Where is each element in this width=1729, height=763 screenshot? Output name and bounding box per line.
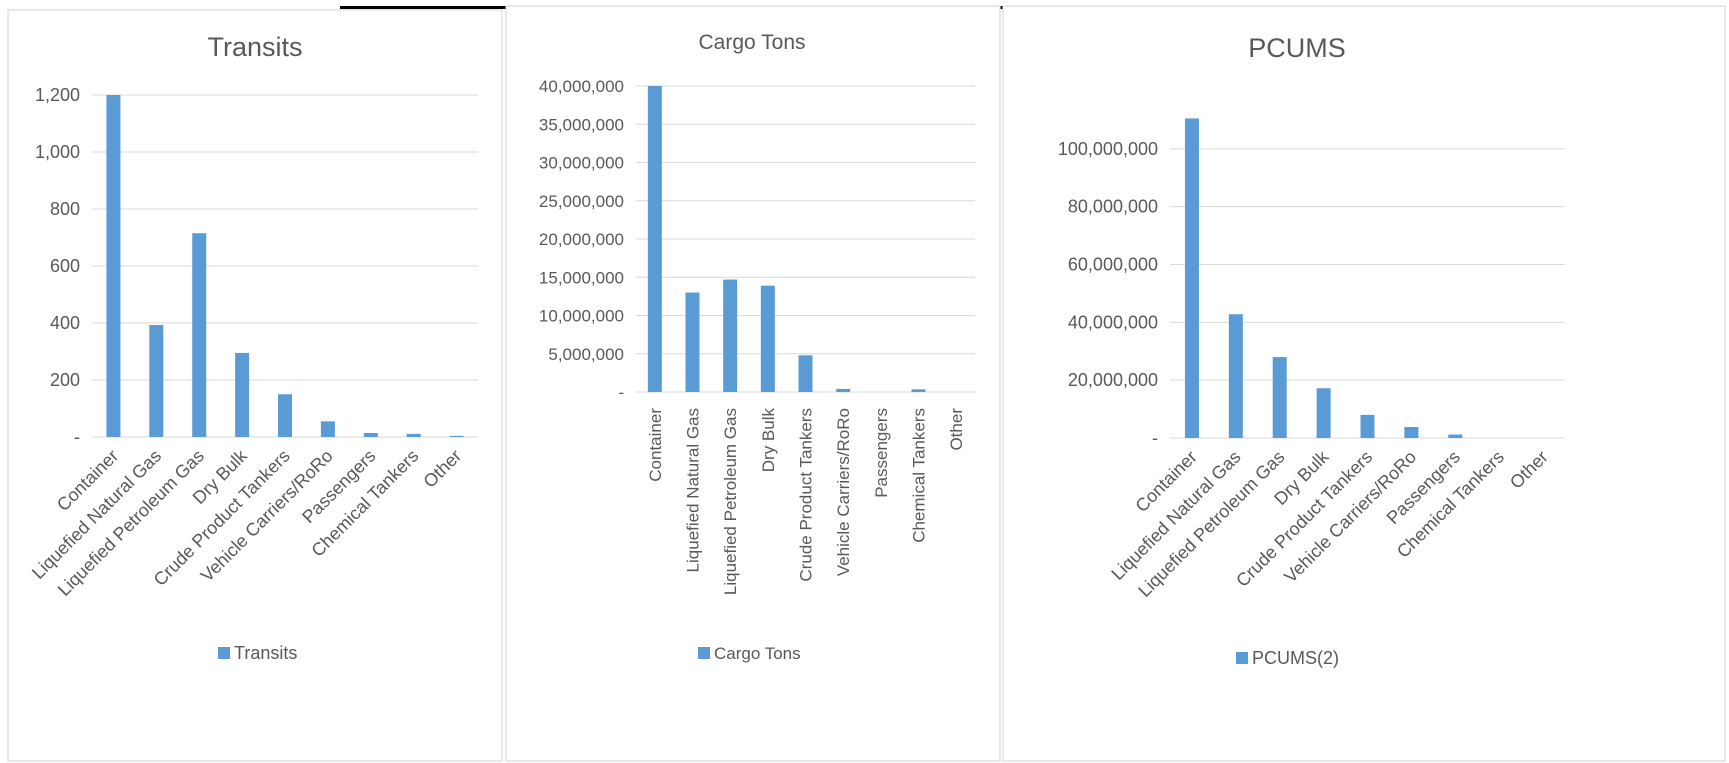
bar-dry-bulk: [235, 353, 249, 437]
bar-other: [450, 436, 464, 437]
y-tick-label: 1,000: [35, 142, 80, 162]
bar-vehicle-carriers-roro: [321, 421, 335, 437]
bar-liquefied-natural-gas: [686, 293, 700, 392]
y-tick-label: 400: [50, 313, 80, 333]
y-tick-label: -: [1152, 428, 1158, 448]
x-tick-label: Liquefied Petroleum Gas: [721, 408, 740, 595]
bar-liquefied-petroleum-gas: [1273, 357, 1287, 438]
bar-crude-product-tankers: [799, 355, 813, 392]
bar-dry-bulk: [761, 286, 775, 392]
y-tick-label: 800: [50, 199, 80, 219]
bar-container: [1185, 118, 1199, 438]
y-tick-label: 25,000,000: [539, 192, 624, 211]
legend-label: Cargo Tons: [714, 644, 801, 663]
y-tick-label: 100,000,000: [1058, 139, 1158, 159]
x-tick-label: Passengers: [872, 408, 891, 498]
bar-chemical-tankers: [912, 389, 926, 392]
x-tick-label: Dry Bulk: [759, 408, 778, 473]
legend-label: Transits: [234, 643, 297, 663]
y-tick-label: 60,000,000: [1068, 255, 1158, 275]
y-tick-label: 15,000,000: [539, 268, 624, 287]
chart-title: Cargo Tons: [698, 31, 805, 54]
x-tick-label: Other: [947, 408, 966, 451]
bar-dry-bulk: [1317, 388, 1331, 438]
y-tick-label: 200: [50, 370, 80, 390]
bar-passengers: [1448, 435, 1462, 438]
bar-container: [648, 86, 662, 392]
bar-crude-product-tankers: [1361, 415, 1375, 438]
chart-title: PCUMS: [1248, 33, 1346, 63]
bar-liquefied-natural-gas: [149, 325, 163, 437]
bar-vehicle-carriers-roro: [1404, 427, 1418, 438]
chart-cargo-tons: Cargo Tons - 5,000,000 10,000,000 15,000,000…: [506, 6, 1000, 761]
x-tick-label: Container: [646, 408, 665, 482]
bar-liquefied-natural-gas: [1229, 314, 1243, 438]
y-tick-label: 1,200: [35, 85, 80, 105]
y-tick-label: 80,000,000: [1068, 197, 1158, 217]
y-tick-label: 10,000,000: [539, 307, 624, 326]
y-tick-label: 40,000,000: [539, 77, 624, 96]
chart-title: Transits: [207, 32, 302, 62]
y-tick-label: -: [618, 383, 624, 402]
x-tick-label: Vehicle Carriers/RoRo: [834, 408, 853, 576]
chart-transits: Transits-2004006008001,0001,200Container…: [8, 10, 502, 761]
bar-liquefied-petroleum-gas: [723, 280, 737, 392]
x-tick-label: Liquefied Natural Gas: [684, 408, 703, 572]
bar-passengers: [364, 433, 378, 437]
y-tick-label: 20,000,000: [539, 230, 624, 249]
chart-pcums: PCUMS - 20,000,000 40,000,000 60,000,000 80,0…: [1003, 6, 1725, 761]
y-tick-label: 40,000,000: [1068, 312, 1158, 332]
y-tick-label: -: [74, 427, 80, 447]
y-tick-label: 600: [50, 256, 80, 276]
y-tick-label: 30,000,000: [539, 154, 624, 173]
bar-crude-product-tankers: [278, 394, 292, 437]
legend-swatch: [698, 647, 710, 659]
bar-container: [106, 95, 120, 437]
bar-liquefied-petroleum-gas: [192, 233, 206, 437]
bar-vehicle-carriers-roro: [836, 389, 850, 392]
y-tick-label: 20,000,000: [1068, 370, 1158, 390]
x-tick-label: Crude Product Tankers: [797, 408, 816, 582]
legend-swatch: [218, 647, 230, 659]
y-tick-label: 5,000,000: [548, 345, 624, 364]
bar-chemical-tankers: [407, 434, 421, 437]
x-tick-label: Chemical Tankers: [910, 408, 929, 543]
legend-label: PCUMS(2): [1252, 648, 1339, 668]
y-tick-label: 35,000,000: [539, 115, 624, 134]
legend-swatch: [1236, 652, 1248, 664]
